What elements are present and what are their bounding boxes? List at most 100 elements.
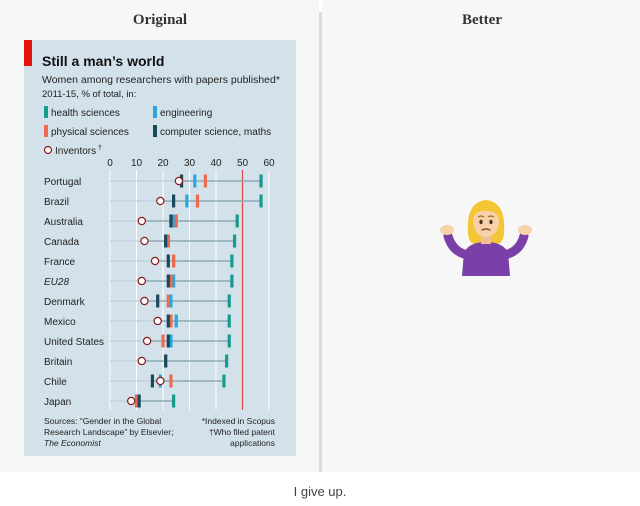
mark-physical [161, 334, 165, 348]
x-tick-label-30: 30 [184, 158, 196, 169]
mark-health [232, 234, 237, 248]
country-label: France [44, 257, 76, 268]
mark-cs_math [164, 234, 168, 248]
mark-health [225, 354, 229, 368]
panel-divider [319, 12, 322, 472]
legend-inventors-marker [43, 145, 53, 155]
country-label: United States [44, 337, 104, 348]
row-portugal: Portugal [44, 174, 263, 188]
country-label: Mexico [44, 317, 76, 328]
chart-rows: Portugal Brazil Australia Canada France EU28 D… [44, 174, 263, 408]
economist-chart: Still a man’s world Women among research… [24, 40, 296, 456]
mark-health [227, 314, 231, 328]
mark-inventors [137, 216, 146, 226]
x-tick-label-20: 20 [157, 158, 169, 169]
mark-engineering [174, 314, 178, 328]
chart-title: Still a man’s world [42, 53, 164, 69]
mark-physical [203, 174, 207, 188]
mark-health [172, 394, 176, 408]
legend-cs-math-label: computer science, maths [160, 127, 271, 138]
row-chile: Chile [44, 374, 226, 388]
legend-physical-swatch [44, 125, 48, 137]
legend-engineering-label: engineering [160, 108, 212, 119]
row-united-states: United States [44, 334, 231, 348]
mark-physical [172, 254, 176, 268]
mark-cs_math [166, 254, 170, 268]
sources-line3: The Economist [44, 438, 101, 448]
mark-cs_math [156, 294, 160, 308]
mark-engineering [169, 334, 173, 348]
mark-health [230, 254, 234, 268]
row-denmark: Denmark [44, 294, 231, 308]
mark-physical [169, 274, 173, 288]
mark-physical [166, 294, 170, 308]
chart-background [24, 40, 296, 456]
country-label: Portugal [44, 177, 81, 188]
mark-cs_math [150, 374, 154, 388]
legend-health-swatch [44, 106, 48, 118]
mark-physical [169, 314, 173, 328]
row-japan: Japan [44, 394, 176, 408]
person-shrugging-icon [440, 200, 532, 276]
x-tick-label-60: 60 [263, 158, 275, 169]
mark-physical [169, 374, 173, 388]
better-panel-title: Better [462, 12, 502, 28]
accent-red-tag [24, 40, 32, 66]
country-label: Chile [44, 377, 67, 388]
caption: I give up. [293, 484, 347, 499]
mark-engineering [185, 194, 189, 208]
mark-physical [174, 214, 178, 228]
row-eu28: EU28 [44, 274, 234, 288]
footnote-line3: applications [230, 438, 275, 448]
row-canada: Canada [44, 234, 237, 248]
country-label: Britain [44, 357, 72, 368]
row-france: France [44, 254, 234, 268]
mark-cs_math [137, 394, 141, 408]
x-tick-label-10: 10 [131, 158, 143, 169]
legend-health-label: health sciences [51, 108, 120, 119]
mark-cs_math [164, 354, 168, 368]
original-panel-title: Original [132, 12, 188, 28]
x-tick-label-0: 0 [107, 158, 113, 169]
mark-physical [166, 234, 170, 248]
mark-health [227, 294, 231, 308]
mark-inventors [153, 316, 162, 326]
mark-cs_math [166, 314, 170, 328]
mark-inventors [150, 256, 160, 266]
country-label: Canada [44, 237, 79, 248]
chart-gridlines [109, 170, 270, 410]
mark-cs_math [166, 334, 170, 348]
country-label: EU28 [44, 277, 69, 288]
mark-inventors [174, 176, 184, 186]
mark-physical [134, 394, 139, 408]
mark-engineering [172, 214, 176, 228]
row-britain: Britain [44, 354, 229, 368]
legend-inventors-dagger: † [98, 145, 102, 152]
legend-engineering-swatch [153, 106, 157, 118]
mark-engineering [193, 174, 197, 188]
mark-cs_math [172, 194, 176, 208]
chart-subtitle-line2: 2011-15, % of total, in: [42, 89, 136, 100]
mark-health [227, 334, 231, 348]
mark-health [259, 194, 263, 208]
country-label: Denmark [44, 297, 86, 308]
country-label: Japan [44, 397, 71, 408]
mark-engineering [172, 274, 176, 288]
mark-physical [195, 194, 200, 208]
mark-health [230, 274, 234, 288]
mark-inventors [142, 336, 152, 346]
mark-engineering [169, 294, 173, 308]
mark-cs_math [169, 214, 173, 228]
mark-inventors [137, 276, 146, 286]
country-label: Brazil [44, 197, 69, 208]
mark-health [259, 174, 263, 188]
mark-inventors [137, 356, 146, 366]
chart-subtitle-line1: Women among researchers with papers publ… [42, 74, 280, 86]
mark-inventors [156, 196, 165, 206]
mark-health [235, 214, 239, 228]
sources-line2: Research Landscape” by Elsevier; [44, 427, 173, 437]
mark-health [222, 374, 226, 388]
mark-cs_math [166, 274, 170, 288]
legend-cs-math-swatch [153, 125, 157, 137]
chart-tick-labels: 0 10 20 30 40 50 60 [107, 158, 275, 169]
